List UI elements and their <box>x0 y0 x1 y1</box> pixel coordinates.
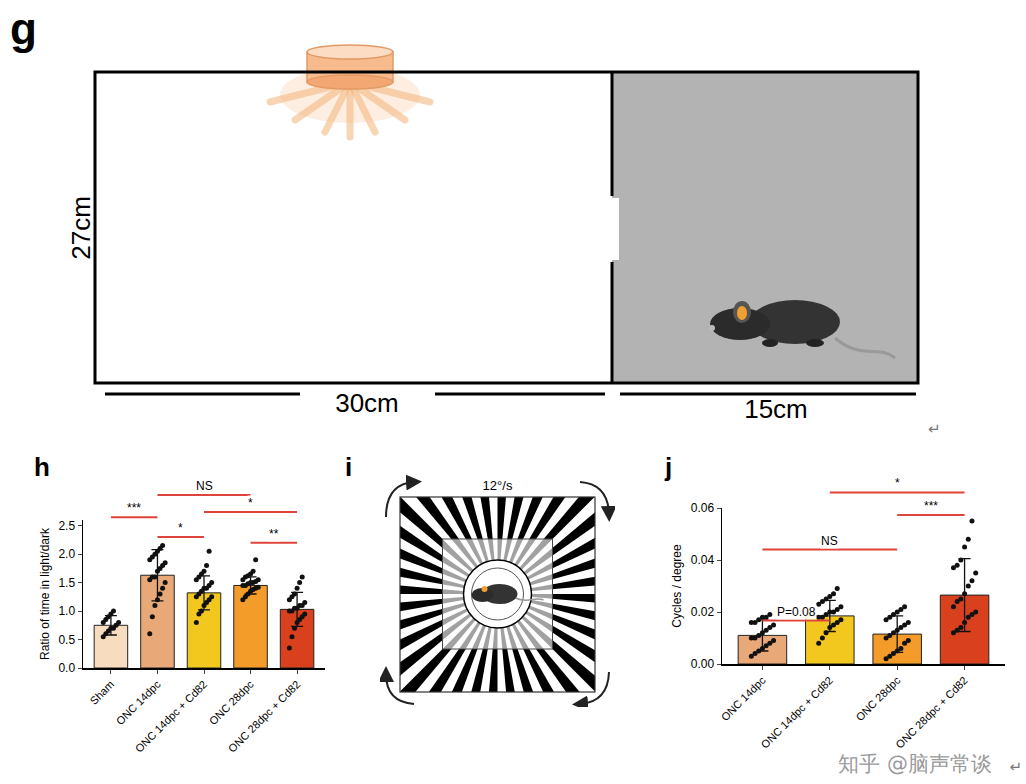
svg-text:0.0: 0.0 <box>58 661 75 675</box>
html-text:i: i <box>345 452 353 482</box>
svg-text:Cycles / degree: Cycles / degree <box>670 544 684 628</box>
svg-text:g: g <box>10 4 37 53</box>
svg-text:ONC 14dpc + Cd82: ONC 14dpc + Cd82 <box>133 678 210 755</box>
svg-text:0.04: 0.04 <box>691 553 715 567</box>
svg-text:ONC 14dpc + Cd82: ONC 14dpc + Cd82 <box>759 674 836 751</box>
svg-text:ONC 28dpc + Cd82: ONC 28dpc + Cd82 <box>893 674 970 751</box>
svg-text:P=0.08: P=0.08 <box>777 605 816 619</box>
svg-text:2.5: 2.5 <box>58 519 75 533</box>
svg-text:ONC 14dpc: ONC 14dpc <box>719 674 768 723</box>
svg-text:12°/s: 12°/s <box>483 478 513 493</box>
svg-text:ONC 28dpc: ONC 28dpc <box>853 674 902 723</box>
svg-text:*: * <box>248 496 253 510</box>
svg-text:NS: NS <box>196 479 213 493</box>
svg-text:27cm: 27cm <box>66 196 96 260</box>
svg-text:ONC 28dpc + Cd82: ONC 28dpc + Cd82 <box>226 678 303 755</box>
svg-text:Sham: Sham <box>87 678 116 707</box>
svg-text:0.06: 0.06 <box>691 501 715 515</box>
svg-text:0.5: 0.5 <box>58 633 75 647</box>
svg-text:***: *** <box>127 501 141 515</box>
svg-text:0.02: 0.02 <box>691 605 715 619</box>
svg-text:Ratio of time in light/dark: Ratio of time in light/dark <box>38 527 52 660</box>
svg-text:NS: NS <box>821 534 838 548</box>
html-text:知乎 @脑声常谈: 知乎 @脑声常谈 <box>838 752 992 776</box>
svg-text:15cm: 15cm <box>744 394 808 424</box>
svg-text:***: *** <box>924 499 938 513</box>
html-text:h: h <box>34 452 50 482</box>
svg-text:*: * <box>178 521 183 535</box>
svg-text:ONC 14dpc: ONC 14dpc <box>114 678 163 727</box>
svg-text:0.00: 0.00 <box>691 657 715 671</box>
svg-text:**: ** <box>269 527 279 541</box>
svg-text:*: * <box>895 476 900 490</box>
svg-text:1.0: 1.0 <box>58 604 75 618</box>
svg-text:ONC 28dpc: ONC 28dpc <box>207 678 256 727</box>
svg-text:1.5: 1.5 <box>58 576 75 590</box>
svg-text:2.0: 2.0 <box>58 547 75 561</box>
html-text:j: j <box>665 452 673 482</box>
svg-text:30cm: 30cm <box>335 388 399 418</box>
